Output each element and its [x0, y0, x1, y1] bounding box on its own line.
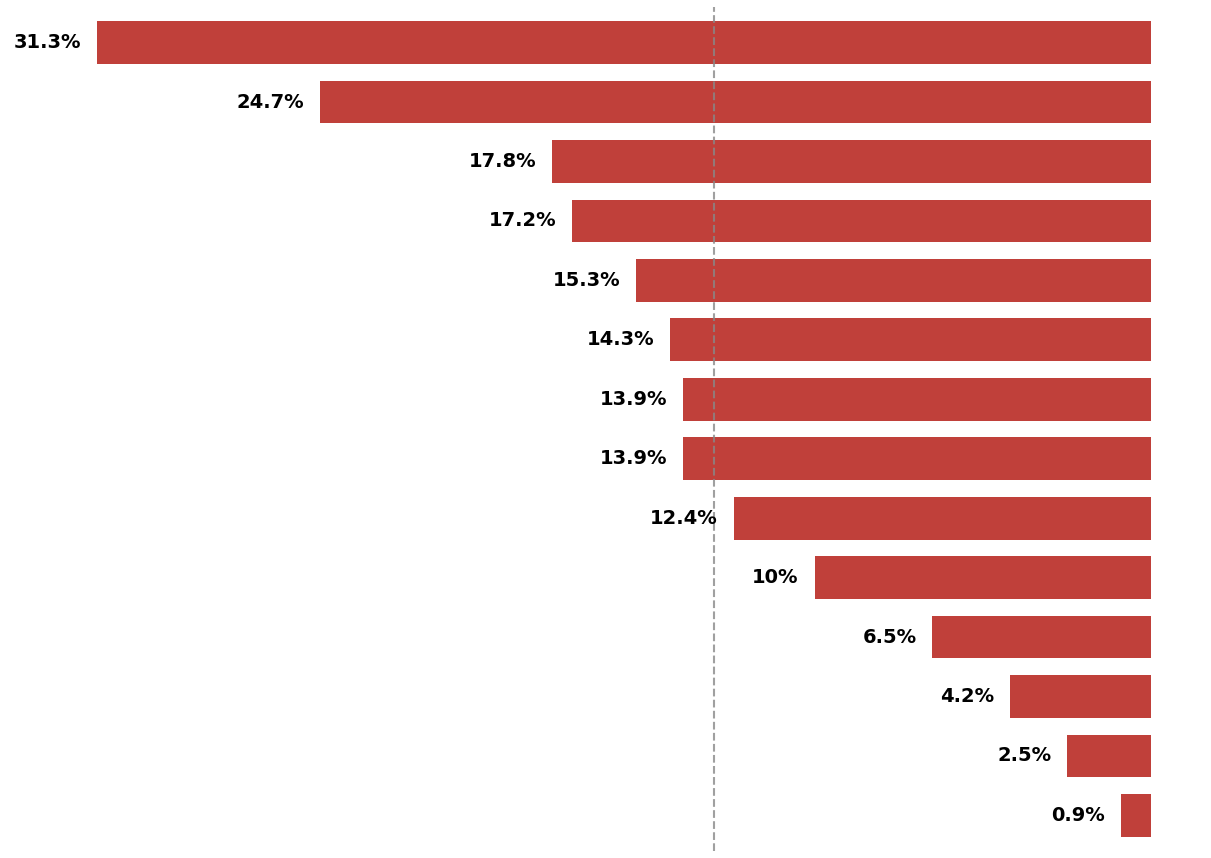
- Text: 15.3%: 15.3%: [552, 271, 620, 290]
- Bar: [670, 318, 1152, 361]
- Text: 17.8%: 17.8%: [469, 152, 536, 171]
- Bar: [734, 497, 1152, 540]
- Bar: [552, 140, 1152, 183]
- Bar: [683, 438, 1152, 480]
- Bar: [932, 616, 1152, 658]
- Bar: [1067, 734, 1152, 777]
- Bar: [636, 259, 1152, 302]
- Text: 10%: 10%: [752, 568, 799, 587]
- Bar: [815, 556, 1152, 599]
- Text: 24.7%: 24.7%: [236, 93, 304, 112]
- Text: 14.3%: 14.3%: [586, 330, 654, 349]
- Text: 13.9%: 13.9%: [599, 450, 667, 468]
- Bar: [1121, 794, 1152, 837]
- Bar: [572, 200, 1152, 242]
- Text: 31.3%: 31.3%: [15, 33, 81, 52]
- Bar: [97, 21, 1152, 64]
- Text: 12.4%: 12.4%: [650, 509, 718, 528]
- Bar: [320, 81, 1152, 124]
- Bar: [683, 378, 1152, 420]
- Text: 17.2%: 17.2%: [489, 211, 556, 231]
- Text: 13.9%: 13.9%: [599, 390, 667, 408]
- Text: 0.9%: 0.9%: [1051, 806, 1106, 825]
- Text: 6.5%: 6.5%: [862, 627, 917, 647]
- Bar: [1010, 675, 1152, 718]
- Text: 2.5%: 2.5%: [997, 746, 1051, 765]
- Text: 4.2%: 4.2%: [940, 687, 994, 706]
